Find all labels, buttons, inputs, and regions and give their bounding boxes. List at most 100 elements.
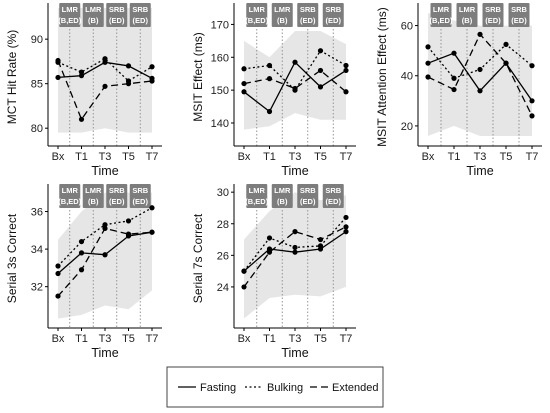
data-point-bulking [503, 41, 509, 47]
phase-tag-line1: SRB [109, 186, 125, 195]
data-point-extended [125, 231, 132, 237]
confidence-band [244, 31, 346, 130]
phase-tag-line2: (B,ED) [58, 197, 81, 206]
phase-tag: SRB (ED) [482, 3, 504, 27]
x-tick-label: T1 [75, 333, 88, 345]
y-tick-label: 32 [31, 282, 43, 294]
y-tick-label: 140 [211, 118, 229, 130]
phase-tag-line1: SRB [132, 5, 148, 14]
data-point-fasting [451, 50, 457, 56]
phase-tag-line1: LMR [85, 5, 102, 14]
phase-tag-line2: (B) [277, 197, 288, 206]
data-point-bulking [292, 244, 298, 251]
data-point-extended [477, 31, 483, 37]
chart-panel-3: LMR (B,ED) LMR (B) SRB (ED) SRB (ED) 20 40 60 Bx T1 T… [375, 3, 542, 178]
data-point-fasting [102, 59, 108, 65]
data-point-extended [55, 57, 61, 64]
x-axis-title: Time [91, 164, 118, 178]
data-point-bulking [78, 238, 85, 245]
confidence-band [58, 8, 152, 133]
data-point-fasting [102, 252, 108, 258]
phase-tag-line1: LMR [85, 186, 102, 195]
phase-tag: LMR (B,ED) [245, 3, 269, 27]
data-point-extended [503, 60, 509, 66]
phase-tag: SRB (ED) [106, 184, 128, 208]
x-tick-label: T5 [314, 151, 327, 163]
x-tick-label: T5 [122, 151, 135, 163]
data-point-extended [125, 81, 132, 87]
data-point-bulking [343, 214, 349, 221]
phase-tag-line1: LMR [433, 5, 450, 14]
phase-tag: SRB (ED) [508, 3, 530, 27]
data-point-bulking [55, 263, 61, 269]
y-tick-label: 24 [217, 282, 229, 294]
phase-tag-line2: (B,ED) [245, 197, 268, 206]
phase-tag-box [129, 3, 151, 27]
x-tick-label: T3 [474, 151, 487, 163]
phase-tag: SRB (ED) [322, 184, 344, 208]
x-tick-label: T7 [340, 151, 353, 163]
confidence-band [244, 192, 346, 319]
data-point-extended [241, 284, 247, 290]
phase-tag-line2: (B,ED) [58, 16, 81, 25]
phase-tag-line1: LMR [274, 5, 291, 14]
series-line-extended [243, 226, 347, 288]
phase-tag-line1: LMR [62, 5, 79, 14]
phase-tag: LMR (B,ED) [58, 184, 82, 208]
data-point-extended [529, 113, 535, 119]
x-tick-label: T5 [500, 151, 513, 163]
phase-tag: SRB (ED) [129, 184, 151, 208]
phase-tag-line1: SRB [325, 5, 341, 14]
phase-tag-box [106, 3, 128, 27]
phase-tag-box [106, 184, 128, 208]
phase-tag: LMR (B) [271, 184, 293, 208]
phase-tag-box [271, 3, 293, 27]
x-tick-label: T7 [146, 333, 159, 345]
phase-tag-line2: (B) [88, 197, 99, 206]
legend-item-bulking: Bulking [245, 382, 303, 394]
data-point-bulking [266, 62, 273, 69]
phase-tag: LMR (B,ED) [245, 184, 269, 208]
data-point-fasting [292, 59, 298, 65]
phase-tag-line1: SRB [300, 5, 316, 14]
phase-tag-line2: (B,ED) [430, 16, 453, 25]
series-line-bulking [57, 207, 153, 267]
phase-tag-box [246, 184, 268, 208]
phase-tag-line2: (ED) [133, 197, 149, 206]
x-tick-label: T3 [99, 333, 112, 345]
data-point-fasting [292, 249, 298, 255]
legend-item-fasting: Fasting [178, 382, 236, 394]
data-point-fasting [317, 84, 324, 90]
y-axis-title: Serial 3s Correct [5, 213, 19, 303]
x-tick-label: T1 [263, 333, 276, 345]
chart-panel-2: LMR (B,ED) LMR (B) SRB (ED) SRB (ED) 140 150 160 17… [191, 3, 356, 178]
phase-tag-line1: SRB [485, 5, 501, 14]
phase-tag-line2: (B,ED) [245, 16, 268, 25]
legend-item-extended: Extended [310, 382, 378, 394]
y-tick-label: 36 [31, 207, 43, 219]
phase-tag-box [246, 3, 268, 27]
x-tick-label: T1 [263, 151, 276, 163]
phase-tag-box [82, 184, 104, 208]
phase-tag-line1: SRB [511, 5, 527, 14]
y-tick-label: 30 [217, 187, 229, 199]
data-point-fasting [529, 98, 535, 104]
phase-tag-line1: LMR [459, 5, 476, 14]
data-point-fasting [125, 63, 132, 69]
x-tick-label: Bx [52, 333, 65, 345]
y-tick-label: 40 [401, 71, 413, 83]
phase-tag: SRB (ED) [297, 3, 319, 27]
phase-tag-box [456, 3, 478, 27]
data-point-fasting [241, 89, 247, 95]
phase-tag-line2: (ED) [300, 16, 316, 25]
x-tick-label: T7 [526, 151, 539, 163]
series-line-extended [243, 69, 347, 93]
phase-tag-line2: (ED) [133, 16, 149, 25]
data-point-bulking [529, 63, 535, 69]
x-tick-label: T1 [448, 151, 461, 163]
phase-tag-box [322, 3, 344, 27]
x-tick-label: T5 [122, 333, 135, 345]
data-point-fasting [266, 108, 273, 115]
phase-tag-box [82, 3, 104, 27]
